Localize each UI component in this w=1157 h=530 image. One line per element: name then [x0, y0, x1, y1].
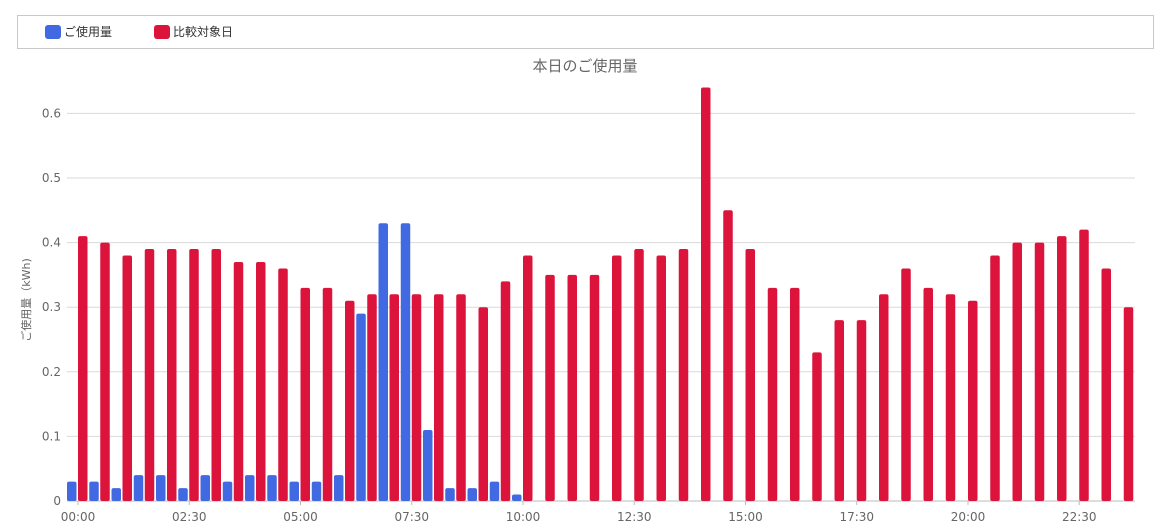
bar-usage-10	[289, 481, 299, 501]
bar-usage-9	[267, 475, 277, 501]
bar-comparison-44	[1057, 236, 1067, 501]
bar-comparison-22	[567, 274, 577, 501]
bar-comparison-20	[523, 255, 533, 501]
bar-comparison-32	[790, 287, 800, 501]
legend-label-usage: ご使用量	[64, 25, 113, 39]
bar-comparison-27	[678, 249, 689, 501]
bar-comparison-41	[990, 255, 1000, 501]
bar-comparison-39	[945, 294, 956, 501]
legend-swatch-comparison	[154, 24, 170, 39]
x-tick-label-6: 15:00	[728, 510, 763, 524]
bar-comparison-7	[233, 261, 244, 501]
bar-comparison-14	[389, 294, 399, 501]
y-tick-label-4: 0.4	[42, 236, 61, 250]
bar-usage-3	[133, 475, 144, 501]
x-tick-label-9: 22:30	[1062, 510, 1097, 524]
bar-comparison-37	[901, 268, 911, 501]
bar-usage-14	[378, 223, 388, 501]
y-tick-label-6: 0.6	[42, 106, 61, 120]
legend-swatch-usage	[45, 24, 61, 39]
legend: ご使用量 比較対象日	[17, 15, 1154, 49]
x-tick-label-1: 02:30	[172, 510, 207, 524]
bar-comparison-21	[545, 274, 555, 501]
x-tick-label-0: 00:00	[61, 510, 96, 524]
x-tick-label-7: 17:30	[839, 510, 874, 524]
bar-comparison-46	[1101, 268, 1111, 501]
bar-comparison-9	[278, 268, 288, 501]
bar-comparison-15	[411, 294, 422, 501]
bar-comparison-33	[812, 352, 822, 501]
bar-usage-7	[222, 481, 233, 501]
bar-usage-1	[89, 481, 99, 501]
bar-comparison-2	[122, 255, 132, 501]
bar-comparison-8	[256, 261, 266, 501]
legend-label-comparison: 比較対象日	[173, 25, 234, 39]
bar-usage-5	[178, 488, 188, 501]
bar-comparison-35	[856, 320, 867, 501]
bar-comparison-43	[1034, 242, 1045, 501]
bar-comparison-18	[478, 307, 488, 501]
bar-usage-20	[512, 494, 522, 501]
bar-comparison-40	[968, 300, 978, 501]
bar-comparison-1	[100, 242, 110, 501]
x-tick-label-2: 05:00	[283, 510, 318, 524]
bar-usage-19	[489, 481, 500, 501]
bar-usage-4	[156, 475, 166, 501]
bar-comparison-29	[723, 210, 733, 502]
bar-comparison-17	[456, 294, 466, 501]
bar-comparison-3	[144, 249, 155, 501]
bar-usage-0	[67, 481, 77, 501]
bar-usage-17	[445, 488, 455, 501]
bar-usage-16	[423, 429, 433, 501]
bar-comparison-16	[434, 294, 444, 501]
x-tick-label-8: 20:00	[951, 510, 986, 524]
bar-comparison-42	[1012, 242, 1022, 501]
bar-comparison-13	[367, 294, 377, 501]
bar-comparison-25	[634, 249, 644, 501]
bar-comparison-6	[211, 249, 221, 501]
x-tick-label-5: 12:30	[617, 510, 652, 524]
bar-comparison-26	[656, 255, 666, 501]
bar-usage-11	[311, 481, 322, 501]
x-tick-label-3: 07:30	[394, 510, 429, 524]
bar-usage-2	[111, 488, 121, 501]
bar-usage-6	[200, 475, 210, 501]
bar-comparison-47	[1123, 307, 1134, 501]
bar-comparison-10	[300, 287, 310, 501]
bar-comparison-12	[345, 300, 355, 501]
y-tick-label-1: 0.1	[42, 429, 61, 443]
bar-comparison-34	[834, 320, 844, 501]
bar-comparison-36	[879, 294, 889, 501]
bar-comparison-4	[167, 249, 177, 501]
bar-usage-12	[334, 475, 344, 501]
bar-comparison-31	[767, 287, 778, 501]
bar-comparison-38	[923, 287, 933, 501]
chart-title: 本日のご使用量	[532, 57, 638, 75]
y-tick-label-5: 0.5	[42, 171, 61, 185]
bar-comparison-23	[589, 274, 600, 501]
bar-usage-15	[400, 223, 411, 501]
bar-comparison-28	[701, 87, 711, 501]
bar-comparison-24	[612, 255, 622, 501]
y-tick-label-2: 0.2	[42, 365, 61, 379]
bar-usage-13	[356, 313, 366, 501]
bar-comparison-19	[500, 281, 511, 501]
legend-item-usage[interactable]: ご使用量	[45, 23, 112, 40]
legend-item-comparison[interactable]: 比較対象日	[154, 23, 233, 40]
bar-comparison-45	[1079, 229, 1089, 501]
bar-comparison-11	[322, 287, 333, 501]
bar-comparison-30	[745, 249, 755, 501]
bar-usage-8	[245, 475, 255, 501]
y-tick-label-3: 0.3	[42, 300, 61, 314]
bar-comparison-5	[189, 249, 199, 501]
bar-comparison-0	[78, 236, 88, 501]
y-tick-label-0: 0	[53, 494, 61, 508]
bar-usage-18	[467, 488, 477, 501]
x-tick-label-4: 10:00	[506, 510, 541, 524]
